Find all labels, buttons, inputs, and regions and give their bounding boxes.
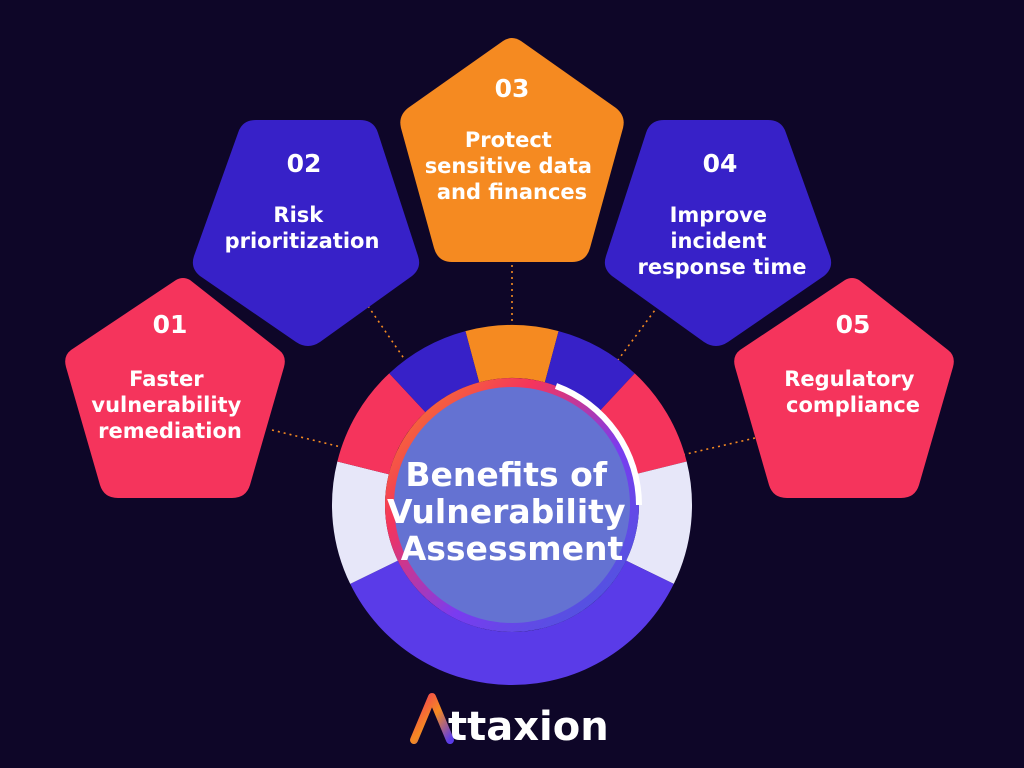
- attaxion-logo: ttaxion: [410, 693, 609, 750]
- connector-05: [681, 437, 756, 456]
- logo-wordmark: ttaxion: [448, 704, 609, 750]
- ring-segment-light-left: [332, 461, 398, 584]
- benefit-05-number: 05: [836, 310, 871, 339]
- connector-lines: [271, 265, 756, 456]
- connector-02: [367, 305, 406, 361]
- benefit-03-card: 03 Protect sensitive data and finances: [400, 38, 624, 262]
- ring-segment-orange: [465, 325, 559, 383]
- center-title-line-3: Assessment: [401, 529, 624, 568]
- attaxion-a-logo-icon: [410, 693, 454, 744]
- connector-04: [617, 305, 659, 361]
- outer-segment-ring: [332, 325, 692, 685]
- benefit-02-number: 02: [287, 149, 322, 178]
- center-title-line-2: Vulnerability: [387, 492, 625, 531]
- benefit-04-number: 04: [703, 149, 738, 178]
- ring-segment-purple-bottom: [350, 560, 674, 685]
- benefit-05-card: 05 Regulatory compliance: [734, 278, 954, 498]
- ring-segment-light-right: [626, 461, 692, 584]
- center-circle: [394, 387, 630, 623]
- inner-ring-highlight: [554, 383, 642, 506]
- ring-segment-red-left: [337, 373, 426, 475]
- center-title: Benefits of Vulnerability Assessment: [387, 455, 637, 568]
- ring-segment-blue-right: [544, 331, 635, 413]
- benefit-03-label: Protect sensitive data and finances: [425, 128, 600, 204]
- benefit-01-card: 01 Faster vulnerability remediation: [65, 278, 285, 498]
- ring-segment-blue-left: [389, 331, 480, 413]
- benefit-05-pentagon: [734, 278, 954, 498]
- benefit-02-card: 02 Risk prioritization: [192, 120, 420, 346]
- benefit-04-pentagon: [604, 120, 832, 346]
- connector-01: [271, 429, 346, 449]
- benefit-02-label: Risk prioritization: [225, 203, 380, 253]
- benefit-01-label: Faster vulnerability remediation: [91, 367, 248, 443]
- benefit-04-card: 04 Improve incident response time: [604, 120, 832, 346]
- center-title-line-1: Benefits of: [405, 455, 607, 494]
- ring-segment-red-right: [598, 373, 687, 475]
- benefit-01-number: 01: [153, 310, 188, 339]
- benefit-05-label: Regulatory compliance: [784, 367, 922, 417]
- benefit-04-label: Improve incident response time: [638, 203, 807, 279]
- benefit-02-pentagon: [192, 120, 420, 346]
- benefit-03-pentagon: [400, 38, 624, 262]
- benefit-01-pentagon: [65, 278, 285, 498]
- benefit-03-number: 03: [495, 74, 530, 103]
